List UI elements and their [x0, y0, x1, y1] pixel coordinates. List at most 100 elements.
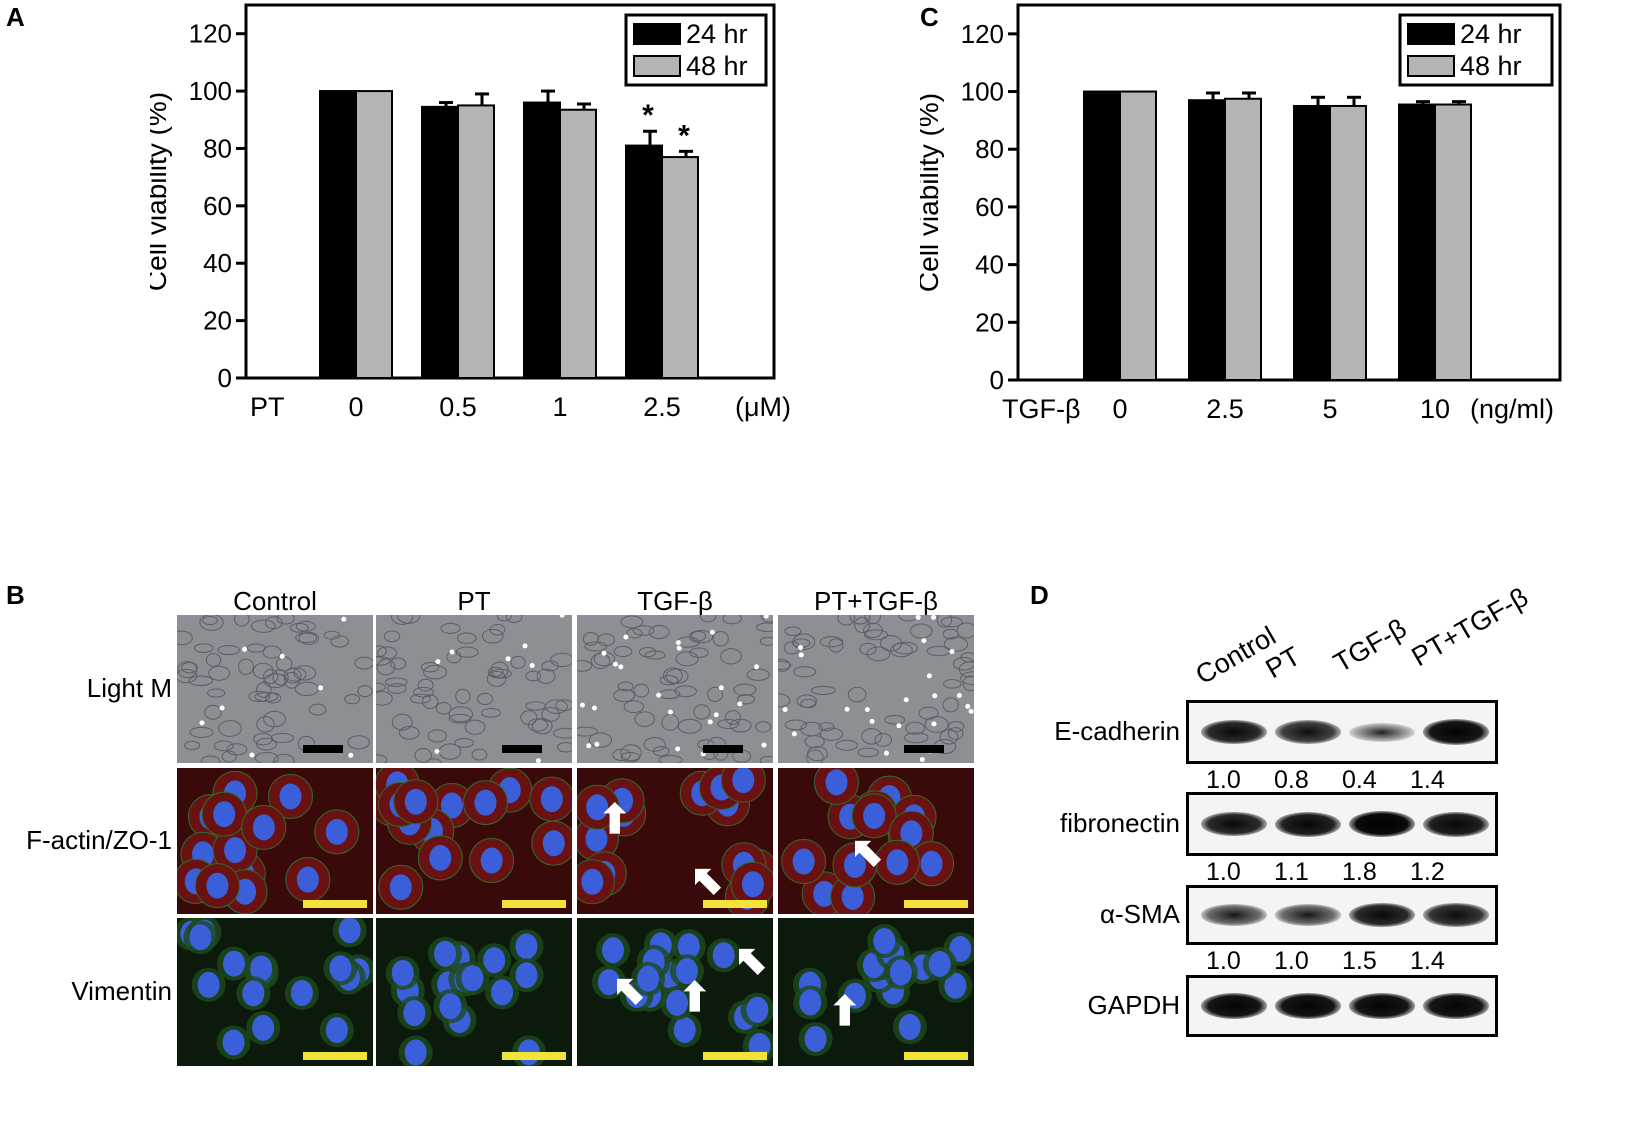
bright-cell	[199, 720, 205, 726]
bright-cell	[869, 718, 875, 724]
cell-outline	[778, 660, 792, 670]
cell-outline	[553, 727, 572, 739]
nucleus	[491, 979, 514, 1006]
protein-band	[1201, 904, 1267, 926]
bright-cell	[919, 757, 925, 763]
microscopy-row-label: F-actin/ZO-1	[26, 825, 172, 855]
nucleus	[474, 789, 497, 816]
micrograph	[778, 918, 974, 1066]
y-axis-label: Cell viability (%)	[150, 92, 172, 291]
protein-band	[1423, 993, 1489, 1019]
protein-band	[1275, 904, 1341, 926]
bright-cell	[348, 752, 354, 758]
nucleus	[242, 980, 265, 1007]
microscopy-column-label: Control	[233, 586, 317, 616]
nucleus	[290, 979, 313, 1006]
cell-outline	[796, 694, 817, 708]
protein-band	[1275, 993, 1341, 1019]
bright-cell	[737, 701, 743, 707]
bar-chart-c: 0 20 40 60 80 100 120 Cell viability (%) 0 2.5 5 10…	[920, 3, 1562, 424]
micrograph	[577, 918, 773, 1066]
cell-outline	[205, 653, 222, 667]
y-axis-label: Cell viability (%)	[920, 93, 944, 292]
cell-outline	[376, 754, 388, 763]
cell-outline	[582, 632, 599, 646]
cell-outline	[435, 702, 452, 715]
bright-cell	[915, 615, 921, 620]
nucleus	[325, 818, 348, 845]
bright-cell	[505, 656, 511, 662]
cell-outline	[712, 630, 729, 647]
cell-outline	[177, 661, 197, 679]
nucleus	[391, 959, 414, 986]
cell-outline	[717, 718, 740, 730]
microscopy-column-label: PT+TGF-β	[813, 586, 938, 616]
nucleus	[843, 982, 866, 1009]
nucleus	[873, 928, 896, 955]
nucleus	[483, 947, 506, 974]
band-quantification: 0.4	[1342, 766, 1377, 794]
cell-outline	[481, 628, 504, 644]
bar	[1224, 97, 1262, 381]
cell-outline	[413, 686, 434, 698]
cell-outline	[384, 677, 408, 687]
scale-bar	[303, 745, 343, 753]
cell-outline	[486, 670, 507, 687]
cell-outline	[273, 753, 295, 763]
y-tick-label: 80	[975, 134, 1004, 164]
x-tick-label: 5	[1322, 394, 1337, 424]
cell-outline	[662, 667, 683, 684]
bright-cell	[782, 707, 788, 713]
cell-outline	[819, 636, 844, 648]
cell-outline	[213, 740, 234, 752]
x-prefix-label: PT	[250, 392, 285, 422]
bar	[1329, 104, 1367, 381]
cell-outline	[295, 632, 318, 643]
cell-outline	[204, 704, 222, 720]
nucleus	[581, 868, 604, 895]
cell-outline	[376, 691, 393, 706]
cell-outline	[454, 738, 474, 748]
cell-outline	[354, 656, 373, 670]
cell-outline	[323, 630, 341, 640]
nucleus	[224, 837, 247, 864]
cell-outline	[652, 746, 670, 757]
bright-cell	[656, 692, 662, 698]
cell-outline	[390, 615, 414, 625]
legend-label: 48 hr	[686, 51, 748, 81]
cell-outline	[898, 615, 919, 622]
blot-strip	[1186, 700, 1498, 764]
bright-cell	[903, 697, 909, 703]
cell-outline	[541, 706, 560, 722]
arrow-icon: ⬆	[678, 976, 712, 1020]
cell-outline	[675, 651, 699, 667]
nucleus	[197, 971, 220, 998]
cell-outline	[199, 615, 224, 631]
nucleus	[222, 950, 245, 977]
bright-cell	[249, 752, 255, 758]
scale-bar	[303, 900, 367, 908]
bright-cell	[968, 708, 974, 714]
cell-outline	[398, 725, 420, 740]
band-quantification: 1.8	[1342, 858, 1377, 886]
cell-outline	[207, 688, 226, 698]
cell-outline	[863, 622, 883, 639]
cell-outline	[476, 692, 494, 705]
arrow-icon: ⬉	[850, 830, 884, 874]
panel-label-c: C	[920, 2, 939, 32]
x-tick-label: 2.5	[1206, 394, 1244, 424]
nucleus	[252, 1014, 275, 1041]
cell-outline	[480, 707, 501, 718]
bright-cell	[763, 615, 769, 619]
cell-outline	[577, 726, 598, 737]
nucleus	[189, 924, 212, 951]
cell-outline	[818, 722, 835, 732]
panel-label-d: D	[1030, 580, 1049, 610]
cell-outline	[557, 742, 572, 753]
cell-outline	[200, 755, 221, 763]
nucleus	[597, 969, 620, 996]
cell-outline	[793, 666, 817, 678]
y-tick-label: 40	[975, 250, 1004, 280]
cell-outline	[448, 713, 472, 724]
nucleus	[279, 783, 302, 810]
